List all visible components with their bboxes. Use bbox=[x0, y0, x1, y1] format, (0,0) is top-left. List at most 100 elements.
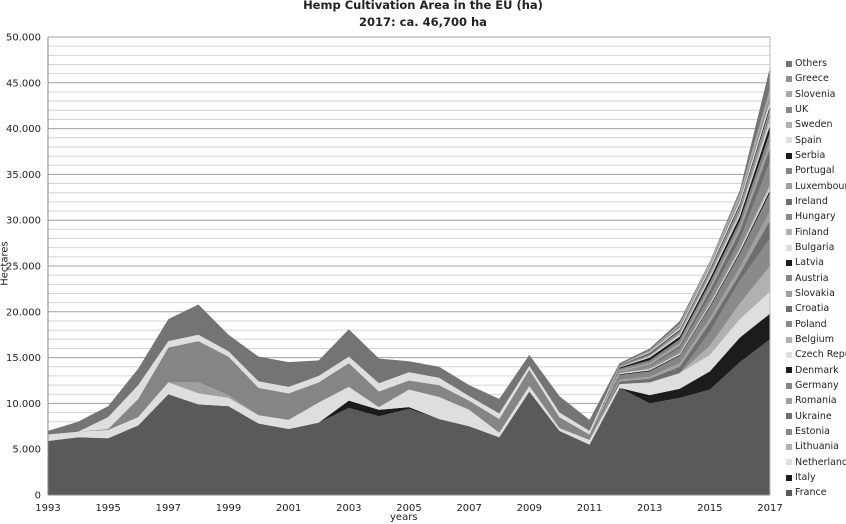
legend-item: Ukraine bbox=[786, 409, 846, 424]
x-tick-label: 2009 bbox=[517, 503, 542, 514]
legend-item: UK bbox=[786, 102, 846, 117]
legend-item: Belgium bbox=[786, 332, 846, 347]
legend-swatch bbox=[786, 290, 792, 297]
legend-item: Slovakia bbox=[786, 286, 846, 301]
legend-item: Lithuania bbox=[786, 439, 846, 454]
legend-item: Czech Repub bbox=[786, 347, 846, 362]
legend-item: Bulgaria bbox=[786, 240, 846, 255]
legend-item: Latvia bbox=[786, 255, 846, 270]
y-tick-label: 25.000 bbox=[6, 262, 41, 273]
y-tick-label: 10.000 bbox=[6, 399, 41, 410]
legend-swatch bbox=[786, 336, 792, 343]
legend-label: UK bbox=[795, 104, 809, 116]
legend-label: Others bbox=[795, 58, 827, 70]
y-tick-label: 20.000 bbox=[6, 307, 41, 318]
legend-item: Spain bbox=[786, 133, 846, 148]
legend-swatch bbox=[786, 229, 792, 236]
legend-label: Denmark bbox=[795, 364, 839, 376]
legend-swatch bbox=[786, 321, 792, 328]
legend-item: Finland bbox=[786, 225, 846, 240]
x-tick-label: 2011 bbox=[577, 503, 602, 514]
legend-label: Belgium bbox=[795, 334, 834, 346]
y-tick-label: 30.000 bbox=[6, 216, 41, 227]
x-tick-label: 2017 bbox=[757, 503, 782, 514]
y-axis-label: Hectares bbox=[0, 241, 11, 286]
legend-swatch bbox=[786, 489, 792, 496]
x-tick-label: 1997 bbox=[156, 503, 181, 514]
legend-swatch bbox=[786, 459, 792, 466]
legend-item: Portugal bbox=[786, 163, 846, 178]
legend-label: Serbia bbox=[795, 150, 826, 162]
legend-label: Finland bbox=[795, 226, 829, 238]
legend-item: Estonia bbox=[786, 424, 846, 439]
legend-label: Portugal bbox=[795, 165, 835, 177]
legend-label: Slovenia bbox=[795, 88, 836, 100]
y-tick-label: 5.000 bbox=[12, 445, 41, 456]
legend-item: Germany bbox=[786, 378, 846, 393]
x-tick-label: 2015 bbox=[697, 503, 722, 514]
legend-label: Poland bbox=[795, 318, 827, 330]
legend-item: Netherlands bbox=[786, 455, 846, 470]
legend-swatch bbox=[786, 413, 792, 420]
x-axis-label: years bbox=[390, 512, 418, 523]
legend-swatch bbox=[786, 60, 792, 67]
legend-item: France bbox=[786, 485, 846, 500]
legend-label: Greece bbox=[795, 73, 829, 85]
area-netherlands bbox=[48, 291, 770, 445]
legend-swatch bbox=[786, 167, 792, 174]
legend-label: Romania bbox=[795, 395, 837, 407]
legend-item: Romania bbox=[786, 393, 846, 408]
legend-swatch bbox=[786, 106, 792, 113]
legend-item: Denmark bbox=[786, 363, 846, 378]
legend-swatch bbox=[786, 367, 792, 374]
x-tick-label: 2007 bbox=[456, 503, 481, 514]
legend-label: France bbox=[795, 487, 827, 499]
x-tick-label: 2001 bbox=[276, 503, 301, 514]
legend-label: Croatia bbox=[795, 303, 830, 315]
legend-label: Bulgaria bbox=[795, 242, 835, 254]
legend: Others Greece Slovenia UK Sweden Spain Serbia P… bbox=[786, 56, 846, 501]
legend-swatch bbox=[786, 244, 792, 251]
legend-label: Sweden bbox=[795, 119, 833, 131]
legend-item: Luxembourg bbox=[786, 179, 846, 194]
legend-label: Latvia bbox=[795, 257, 824, 269]
x-tick-label: 1995 bbox=[95, 503, 120, 514]
legend-item: Austria bbox=[786, 271, 846, 286]
x-tick-label: 2003 bbox=[336, 503, 361, 514]
legend-item: Greece bbox=[786, 71, 846, 86]
legend-swatch bbox=[786, 137, 792, 144]
legend-label: Czech Repub bbox=[795, 349, 846, 361]
legend-swatch bbox=[786, 152, 792, 159]
legend-item: Croatia bbox=[786, 301, 846, 316]
legend-label: Spain bbox=[795, 134, 822, 146]
x-tick-label: 1999 bbox=[216, 503, 241, 514]
legend-label: Luxembourg bbox=[795, 180, 846, 192]
legend-label: Italy bbox=[795, 472, 816, 484]
y-tick-label: 15.000 bbox=[6, 353, 41, 364]
y-tick-label: 0 bbox=[35, 491, 41, 502]
legend-label: Hungary bbox=[795, 211, 836, 223]
legend-swatch bbox=[786, 428, 792, 435]
area-germany bbox=[48, 192, 770, 441]
x-tick-label: 2013 bbox=[637, 503, 662, 514]
legend-swatch bbox=[786, 121, 792, 128]
y-tick-label: 35.000 bbox=[6, 170, 41, 181]
area-spain bbox=[48, 102, 770, 435]
legend-swatch bbox=[786, 91, 792, 98]
y-tick-label: 40.000 bbox=[6, 124, 41, 135]
legend-label: Netherlands bbox=[795, 456, 846, 468]
legend-swatch bbox=[786, 183, 792, 190]
legend-item: Slovenia bbox=[786, 87, 846, 102]
legend-swatch bbox=[786, 443, 792, 450]
legend-item: Poland bbox=[786, 317, 846, 332]
x-tick-label: 1993 bbox=[35, 503, 60, 514]
legend-swatch bbox=[786, 397, 792, 404]
y-tick-label: 50.000 bbox=[6, 33, 41, 44]
y-tick-label: 45.000 bbox=[6, 78, 41, 89]
legend-label: Slovakia bbox=[795, 288, 835, 300]
legend-item: Serbia bbox=[786, 148, 846, 163]
area-others bbox=[48, 67, 770, 435]
x-tick-label: 2005 bbox=[396, 503, 421, 514]
legend-item: Hungary bbox=[786, 209, 846, 224]
